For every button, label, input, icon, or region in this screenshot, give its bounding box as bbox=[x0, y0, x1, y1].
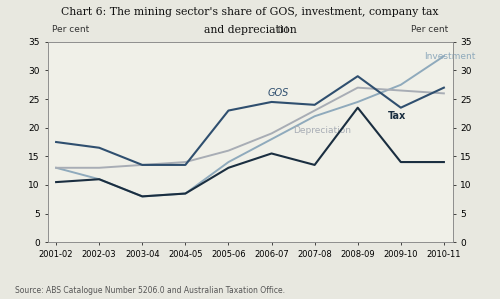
Text: [1]: [1] bbox=[278, 25, 288, 33]
Text: GOS: GOS bbox=[267, 88, 288, 98]
Text: Per cent: Per cent bbox=[52, 25, 89, 34]
Text: Chart 6: The mining sector's share of GOS, investment, company tax: Chart 6: The mining sector's share of GO… bbox=[61, 7, 439, 17]
Text: Depreciation: Depreciation bbox=[293, 126, 351, 135]
Text: Investment: Investment bbox=[424, 52, 476, 61]
Text: Per cent: Per cent bbox=[411, 25, 449, 34]
Text: Tax: Tax bbox=[388, 111, 406, 121]
Text: and depreciation: and depreciation bbox=[204, 25, 296, 35]
Text: Source: ABS Catalogue Number 5206.0 and Australian Taxation Office.: Source: ABS Catalogue Number 5206.0 and … bbox=[15, 286, 285, 295]
